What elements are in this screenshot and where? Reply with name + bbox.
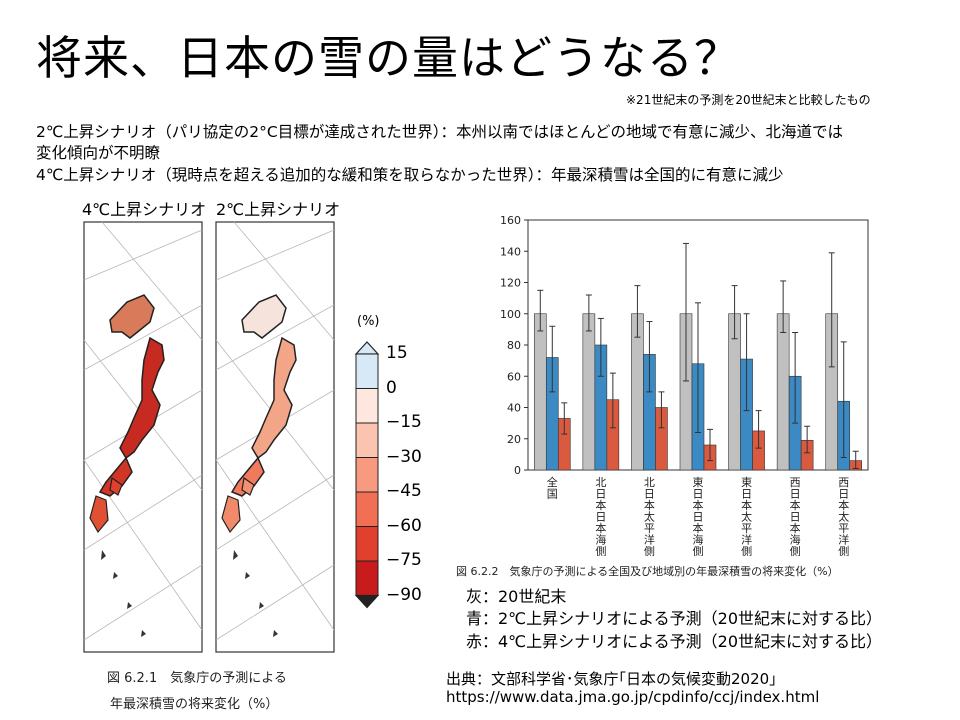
x-category-label: 全国 [547,475,558,501]
x-category-label: 北日本太平洋側 [644,476,655,556]
map-panel-4deg [83,221,203,653]
colorbar-segment [355,422,379,458]
colorbar-segment [355,457,379,493]
map-label-2deg: 2℃上昇シナリオ [216,200,341,219]
x-category-label: 北日本日本海側 [595,476,606,556]
y-tick-label: 140 [500,245,521,258]
bar [776,313,790,471]
colorbar-segment [355,388,379,424]
y-tick-label: 80 [507,339,521,352]
y-tick-label: 100 [500,308,521,321]
x-category-label: 西日本太平洋側 [838,476,849,556]
colorbar-tick-label: −45 [386,481,422,501]
colorbar-segment [355,491,379,527]
source-citation: 出典：文部科学省･気象庁｢日本の気候変動2020｣ [446,670,777,688]
colorbar-tick-label: 15 [386,343,408,363]
colorbar [354,341,380,609]
x-category-label: 東日本太平洋側 [741,476,752,556]
map-caption-line-2: 年最深積雪の将来変化（%） [110,697,279,712]
y-tick-label: 60 [507,370,521,383]
source-url[interactable]: https://www.data.jma.go.jp/cpdinfo/ccj/i… [446,688,820,706]
colorbar-segment [355,560,379,596]
snow-bar-chart: 0 20 40 60 80 100 120 140 160 全国 北日本日本海側 北日本太平洋側 東日本… [500,214,869,556]
y-tick-label: 160 [500,214,521,227]
x-category-label: 東日本日本海側 [693,476,704,556]
page-title: 将来、日本の雪の量はどうなる？ [36,31,741,85]
y-tick-label: 0 [514,464,521,477]
colorbar-tick-label: −90 [386,584,422,605]
legend-blue: 青：2℃上昇シナリオによる予測（20世紀末に対する比） [466,609,883,628]
colorbar-tick-label: 0 [386,377,397,398]
snow-change-maps [83,221,335,653]
description-line-2: 変化傾向が不明瞭 [36,144,161,162]
chart-caption: 図 6.2.2 気象庁の予測による全国及び地域別の年最深積雪の将来変化（%） [456,565,839,578]
x-category-label: 西日本日本海側 [790,476,801,556]
bar [533,313,547,471]
comparison-note: ※21世紀末の予測を20世紀末と比較したもの [626,93,871,107]
map-caption-line-1: 図 6.2.1 気象庁の予測による [107,671,287,686]
colorbar-tick-label: −60 [386,515,422,536]
map-label-4deg: 4℃上昇シナリオ [82,200,207,219]
colorbar-segment [355,353,379,389]
description-line-3: 4℃上昇シナリオ（現時点を超える追加的な緩和策を取らなかった世界）：年最深積雪は… [36,166,784,184]
bar [582,313,596,471]
y-tick-label: 20 [507,433,521,446]
colorbar-bottom-arrow [354,594,380,609]
colorbar-tick-label: −15 [386,412,422,432]
y-tick-label: 120 [500,277,521,290]
description-line-1: 2℃上昇シナリオ（パリ協定の2°C目標が達成された世界）：本州以南ではほとんどの… [36,123,843,141]
colorbar-tick-label: −75 [386,550,422,570]
colorbar-unit: (%) [357,314,380,329]
y-tick-label: 40 [507,402,521,415]
colorbar-tick-label: −30 [386,446,422,467]
colorbar-top-arrow [354,341,380,355]
legend-red: 赤：4℃上昇シナリオによる予測（20世紀末に対する比） [466,632,883,651]
legend-gray: 灰：20世紀末 [466,587,567,606]
colorbar-segment [355,526,379,562]
map-panel-2deg [215,221,335,653]
